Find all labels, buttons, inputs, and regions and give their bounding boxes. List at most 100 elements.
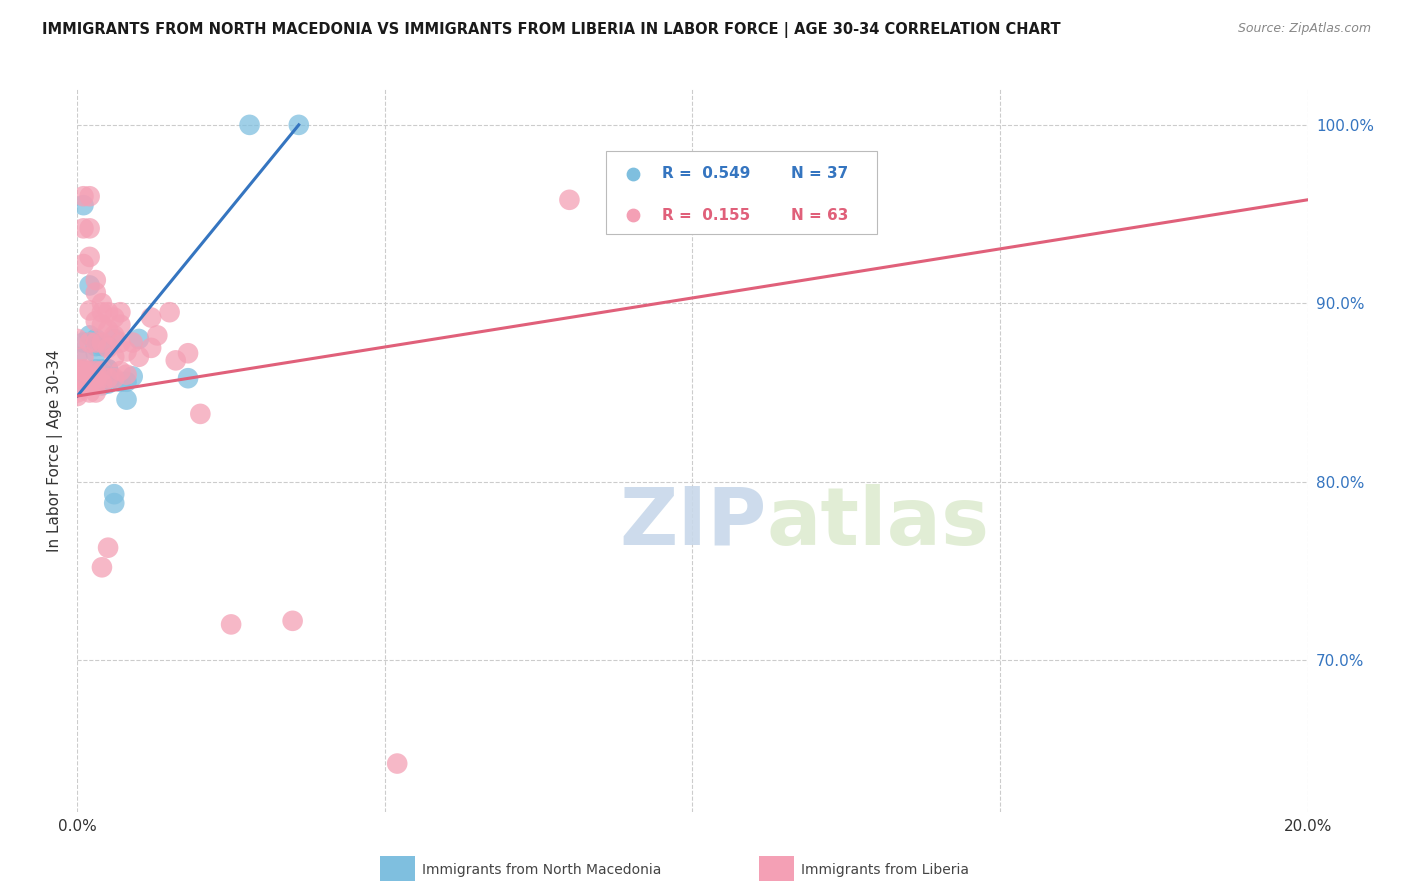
Point: [90, 368, 114, 382]
Point: [90, 362, 114, 376]
Point: [97, 341, 120, 355]
Point: [79, 189, 101, 203]
Point: [159, 305, 181, 319]
Point: [288, 118, 311, 132]
Point: [84, 362, 107, 376]
Point: [90, 371, 114, 385]
Point: [110, 335, 132, 350]
Point: [66, 350, 89, 364]
Point: [281, 614, 304, 628]
Point: [115, 368, 138, 382]
Point: [97, 376, 120, 391]
Point: [385, 756, 409, 771]
Point: [84, 346, 107, 360]
Point: [90, 376, 114, 391]
Point: [128, 350, 150, 364]
Point: [110, 305, 132, 319]
Point: [90, 335, 114, 350]
Point: [79, 364, 101, 378]
Point: [72, 362, 94, 376]
Point: [79, 385, 101, 400]
Point: [97, 371, 120, 385]
Point: [84, 332, 107, 346]
Point: [79, 221, 101, 235]
Point: [79, 278, 101, 293]
Text: IMMIGRANTS FROM NORTH MACEDONIA VS IMMIGRANTS FROM LIBERIA IN LABOR FORCE | AGE : IMMIGRANTS FROM NORTH MACEDONIA VS IMMIG…: [42, 22, 1060, 38]
Point: [72, 364, 94, 378]
Point: [165, 353, 187, 368]
Point: [90, 378, 114, 392]
Y-axis label: In Labor Force | Age 30-34: In Labor Force | Age 30-34: [48, 349, 63, 552]
Point: [72, 335, 94, 350]
Point: [84, 371, 107, 385]
Point: [79, 376, 101, 391]
Point: [97, 339, 120, 353]
Point: [84, 376, 107, 391]
Point: [72, 257, 94, 271]
Point: [84, 364, 107, 378]
Point: [141, 341, 163, 355]
Point: [103, 328, 125, 343]
Point: [146, 328, 169, 343]
Point: [66, 371, 89, 385]
Point: [84, 273, 107, 287]
Point: [72, 221, 94, 235]
Point: [79, 364, 101, 378]
Point: [219, 617, 242, 632]
Point: [97, 362, 120, 376]
Point: [115, 344, 138, 359]
Point: [84, 335, 107, 350]
Point: [84, 314, 107, 328]
Point: [188, 407, 212, 421]
Point: [84, 385, 107, 400]
Point: [97, 362, 120, 376]
Point: [115, 375, 138, 389]
Point: [66, 332, 89, 346]
Point: [90, 305, 114, 319]
Point: [79, 371, 101, 385]
Point: [79, 328, 101, 343]
Point: [90, 296, 114, 310]
Point: [66, 376, 89, 391]
Point: [84, 371, 107, 385]
FancyBboxPatch shape: [606, 151, 877, 234]
Text: R =  0.155: R = 0.155: [662, 208, 749, 223]
Point: [66, 389, 89, 403]
Point: [72, 350, 94, 364]
Point: [90, 560, 114, 574]
Point: [90, 339, 114, 353]
Point: [72, 189, 94, 203]
Text: Source: ZipAtlas.com: Source: ZipAtlas.com: [1237, 22, 1371, 36]
Point: [72, 371, 94, 385]
Point: [97, 323, 120, 337]
Text: N = 37: N = 37: [792, 167, 848, 181]
Text: ZIP: ZIP: [619, 483, 766, 562]
Point: [97, 305, 120, 319]
Point: [110, 318, 132, 332]
Point: [110, 364, 132, 378]
Point: [141, 310, 163, 325]
Point: [103, 371, 125, 385]
Point: [177, 371, 200, 385]
Point: [121, 369, 143, 384]
Point: [558, 193, 581, 207]
Point: [103, 332, 125, 346]
Point: [97, 371, 120, 385]
Point: [177, 346, 200, 360]
Point: [84, 376, 107, 391]
Text: R =  0.549: R = 0.549: [662, 167, 749, 181]
Point: [66, 362, 89, 376]
Point: [90, 364, 114, 378]
Point: [121, 335, 143, 350]
Point: [115, 392, 138, 407]
Point: [103, 350, 125, 364]
Point: [128, 332, 150, 346]
Point: [90, 318, 114, 332]
Point: [90, 375, 114, 389]
Text: atlas: atlas: [766, 483, 990, 562]
Point: [239, 118, 262, 132]
Point: [103, 496, 125, 510]
Point: [66, 385, 89, 400]
Point: [79, 250, 101, 264]
Text: Immigrants from North Macedonia: Immigrants from North Macedonia: [422, 863, 661, 877]
